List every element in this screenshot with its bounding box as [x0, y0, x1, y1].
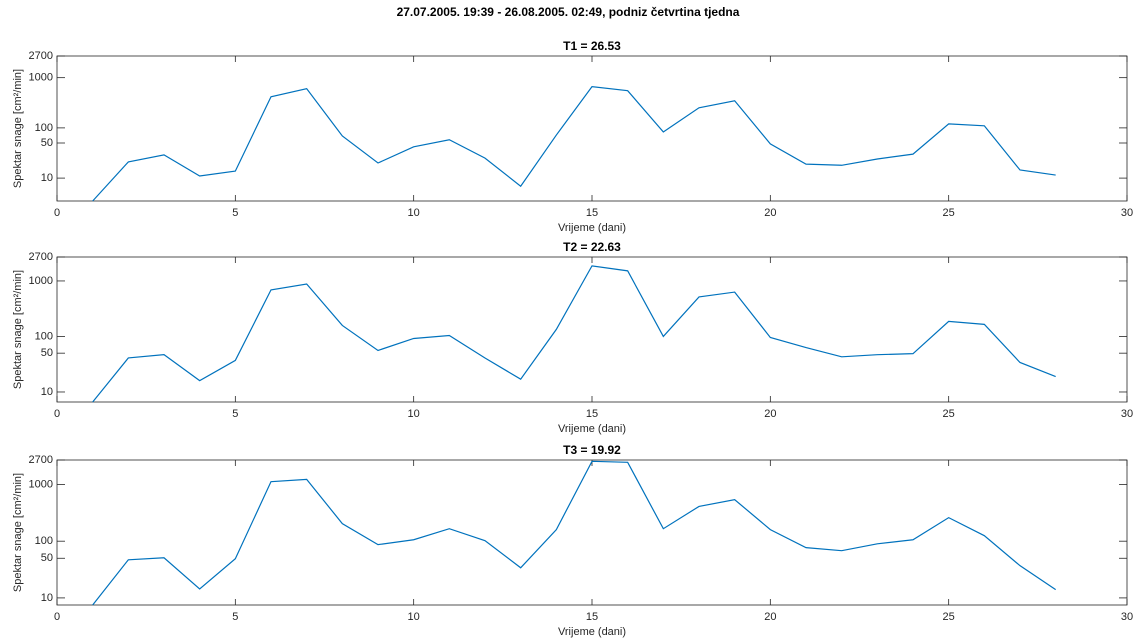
x-axis-label: Vrijeme (dani): [558, 626, 626, 638]
y-tick-label: 1000: [29, 72, 53, 84]
x-axis-label: Vrijeme (dani): [558, 423, 626, 435]
figure-title: 27.07.2005. 19:39 - 26.08.2005. 02:49, p…: [397, 5, 740, 19]
y-tick-label: 2700: [29, 251, 53, 263]
axes-box: [56, 256, 1128, 403]
x-axis-label: Vrijeme (dani): [558, 222, 626, 234]
axes-title: T2 = 22.63: [563, 240, 621, 254]
y-tick-label: 50: [41, 137, 53, 149]
x-tick-label: 0: [54, 611, 60, 623]
axes-box: [56, 459, 1128, 606]
y-tick-label: 50: [41, 552, 53, 564]
x-tick-label: 0: [54, 207, 60, 219]
x-tick-label: 20: [764, 611, 776, 623]
y-axis-label: Spektar snage [cm²/min]: [12, 270, 24, 389]
y-tick-label: 10: [41, 592, 53, 604]
y-tick-label: 100: [35, 535, 53, 547]
x-tick-label: 15: [586, 408, 598, 420]
x-tick-label: 5: [232, 611, 238, 623]
y-tick-label: 10: [41, 172, 53, 184]
x-tick-label: 25: [943, 408, 955, 420]
x-tick-label: 20: [764, 207, 776, 219]
x-tick-label: 5: [232, 408, 238, 420]
y-tick-label: 50: [41, 347, 53, 359]
y-tick-label: 1000: [29, 478, 53, 490]
y-tick-label: 2700: [29, 50, 53, 62]
y-tick-label: 2700: [29, 454, 53, 466]
y-tick-label: 100: [35, 330, 53, 342]
y-tick-label: 100: [35, 122, 53, 134]
axes-title: T1 = 26.53: [563, 39, 621, 53]
y-tick-label: 1000: [29, 275, 53, 287]
x-tick-label: 25: [943, 207, 955, 219]
x-tick-label: 25: [943, 611, 955, 623]
axes-box: [56, 55, 1128, 202]
x-tick-label: 30: [1121, 207, 1133, 219]
y-axis-label: Spektar snage [cm²/min]: [12, 473, 24, 592]
x-tick-label: 30: [1121, 408, 1133, 420]
x-tick-label: 5: [232, 207, 238, 219]
y-tick-label: 10: [41, 386, 53, 398]
data-line: [92, 86, 1056, 202]
x-tick-label: 0: [54, 408, 60, 420]
data-line: [92, 265, 1056, 403]
x-tick-label: 10: [408, 408, 420, 420]
y-axis-label: Spektar snage [cm²/min]: [12, 69, 24, 188]
x-tick-label: 30: [1121, 611, 1133, 623]
x-tick-label: 10: [408, 207, 420, 219]
x-tick-label: 20: [764, 408, 776, 420]
x-tick-label: 15: [586, 207, 598, 219]
x-tick-label: 15: [586, 611, 598, 623]
axes-title: T3 = 19.92: [563, 443, 621, 457]
data-line: [92, 460, 1057, 606]
x-tick-label: 10: [408, 611, 420, 623]
